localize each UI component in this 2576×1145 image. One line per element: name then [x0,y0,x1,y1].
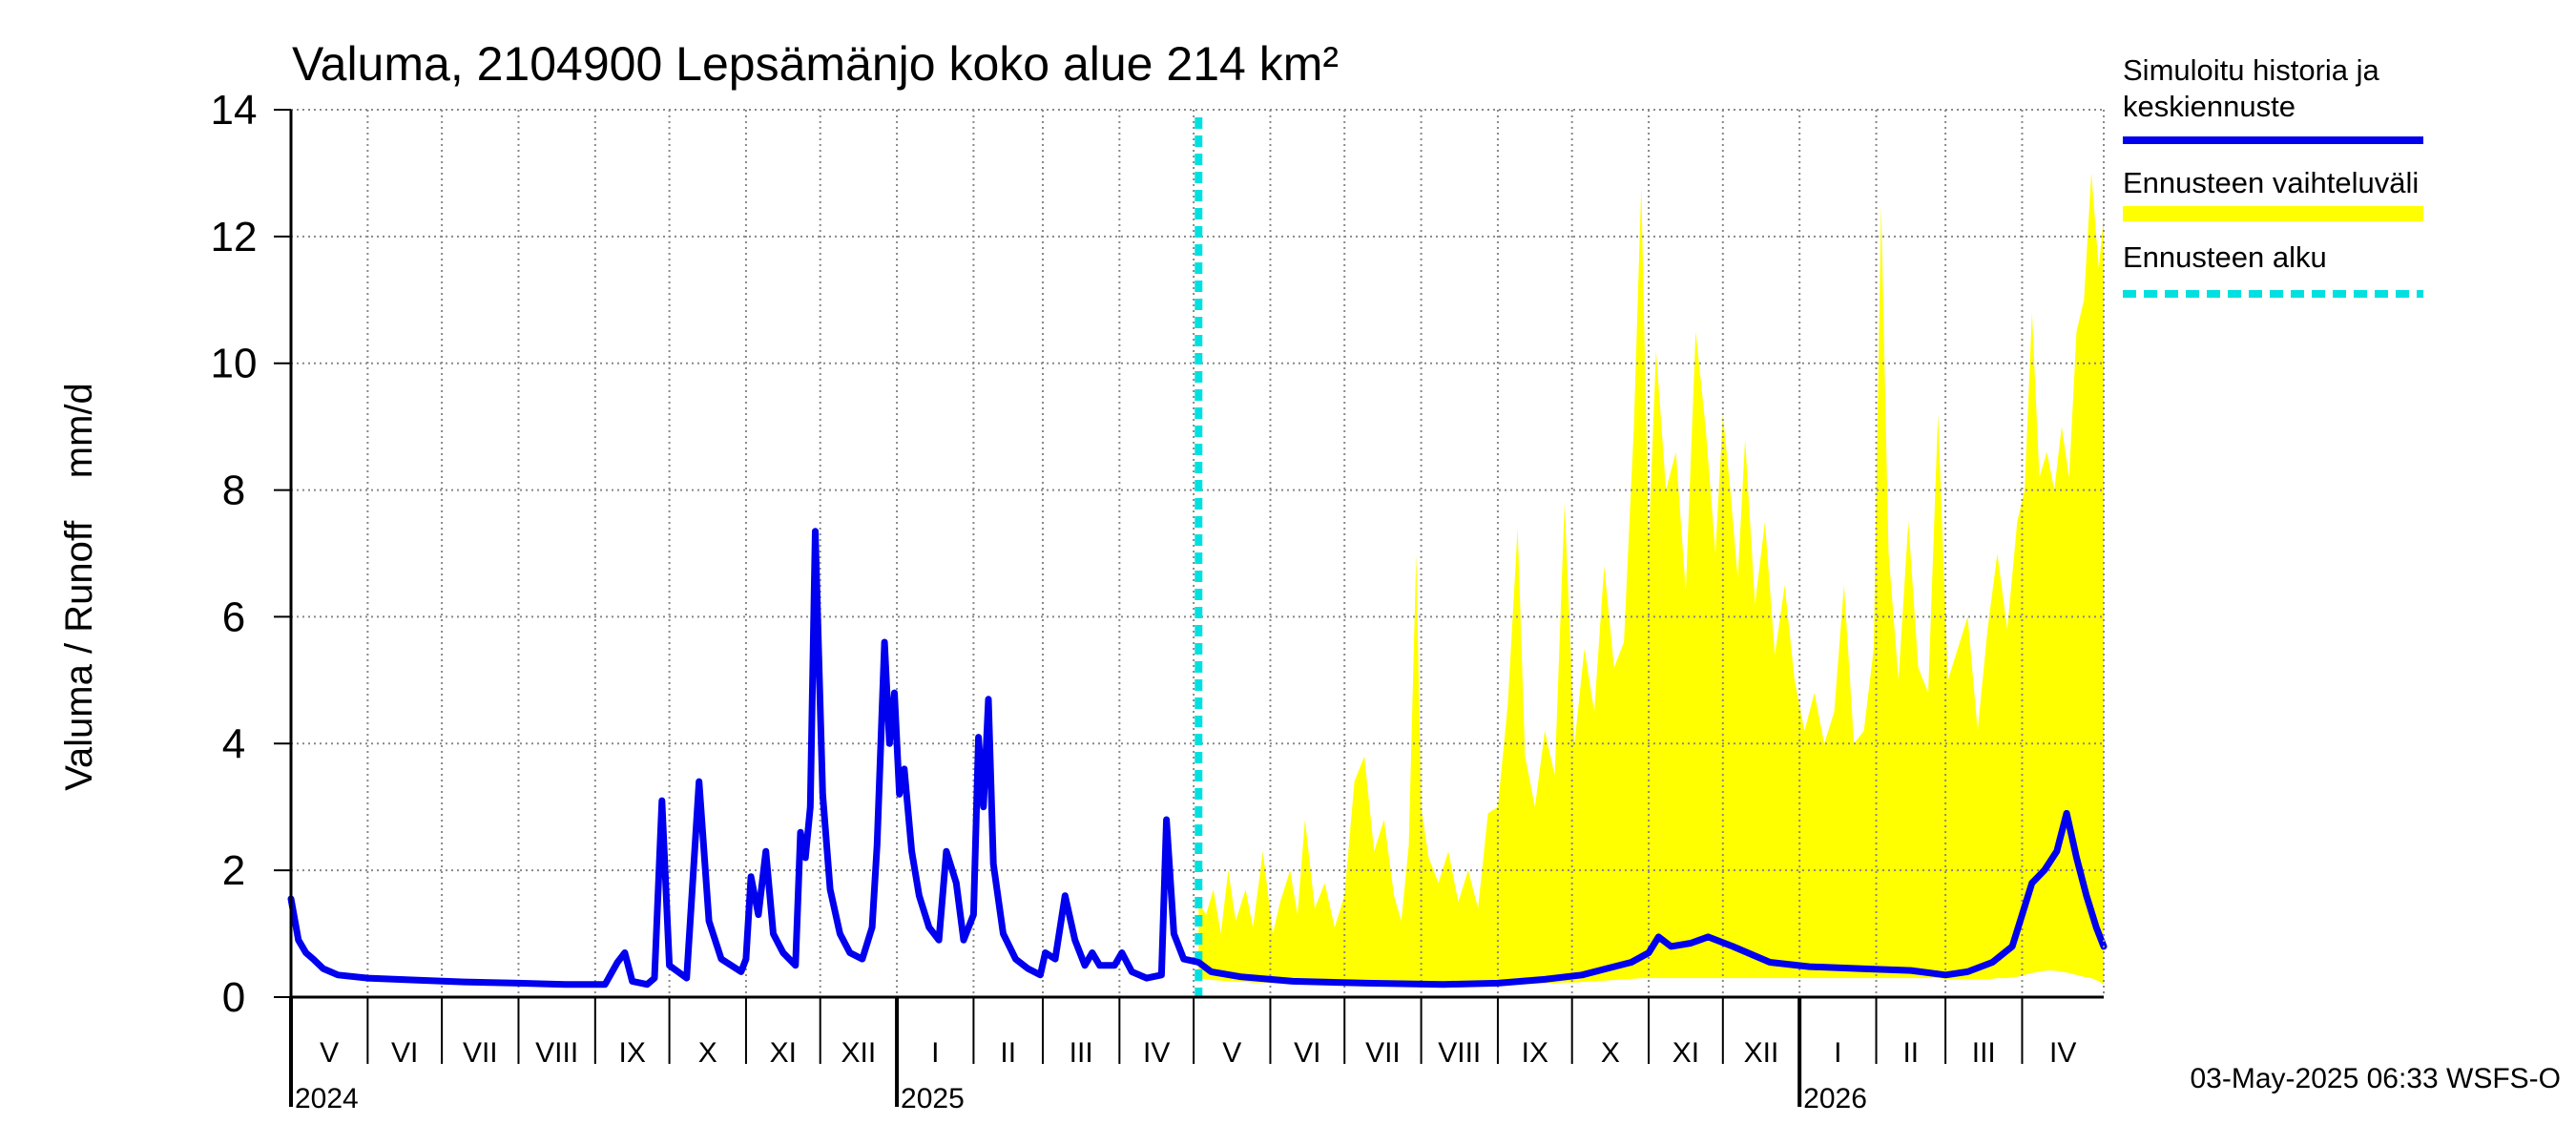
legend-label-forecast-start: Ennusteen alku [2123,240,2327,274]
month-label: I [1834,1037,1841,1069]
y-axis-label: Valuma / Runoff mm/d [58,383,100,791]
forecast-band-layer [1198,173,2104,986]
month-label: XII [841,1037,877,1069]
month-label: III [1972,1037,1996,1069]
month-label: IV [2049,1037,2076,1069]
year-label: 2024 [295,1083,359,1114]
month-label: XII [1744,1037,1779,1069]
month-label: V [320,1037,339,1069]
month-label: VI [1294,1037,1320,1069]
forecast-range-band [1198,173,2104,986]
month-label: II [1000,1037,1016,1069]
month-label: VI [391,1037,418,1069]
runoff-line-layer [287,117,2108,997]
legend: Simuloitu historia ja keskiennuste Ennuste… [2123,53,2423,298]
month-label: II [1902,1037,1919,1069]
month-label: VIII [1438,1037,1481,1069]
chart-title: Valuma, 2104900 Lepsämänjo koko alue 214… [292,37,1339,91]
y-tick-label: 4 [222,720,245,767]
month-label: XI [770,1037,797,1069]
y-tick-label: 8 [222,468,245,514]
year-label: 2026 [1803,1083,1867,1114]
month-label: IX [619,1037,646,1069]
footer-timestamp: 03-May-2025 06:33 WSFS-O [2191,1063,2562,1094]
month-label: IV [1143,1037,1170,1069]
year-label: 2025 [901,1083,965,1114]
y-tick-label: 10 [211,341,258,387]
y-tick-label: 12 [211,214,258,260]
month-label: XI [1672,1037,1699,1069]
y-tick-label: 14 [211,87,258,134]
y-tick-label: 2 [222,847,245,894]
month-label: IX [1522,1037,1548,1069]
legend-swatch-band [2123,206,2423,221]
month-label: I [931,1037,939,1069]
month-label: VIII [535,1037,578,1069]
legend-label-band: Ennusteen vaihteluväli [2123,166,2419,199]
legend-label-simulated: Simuloitu historia ja keskiennuste [2123,53,2380,123]
y-tick-label: 0 [222,974,245,1021]
month-label: VII [1365,1037,1401,1069]
month-label: III [1070,1037,1093,1069]
month-label: VII [463,1037,498,1069]
runoff-line [287,528,2108,989]
y-tick-label: 6 [222,593,245,640]
month-label: X [1601,1037,1620,1069]
month-label: X [698,1037,717,1069]
month-label: V [1222,1037,1241,1069]
